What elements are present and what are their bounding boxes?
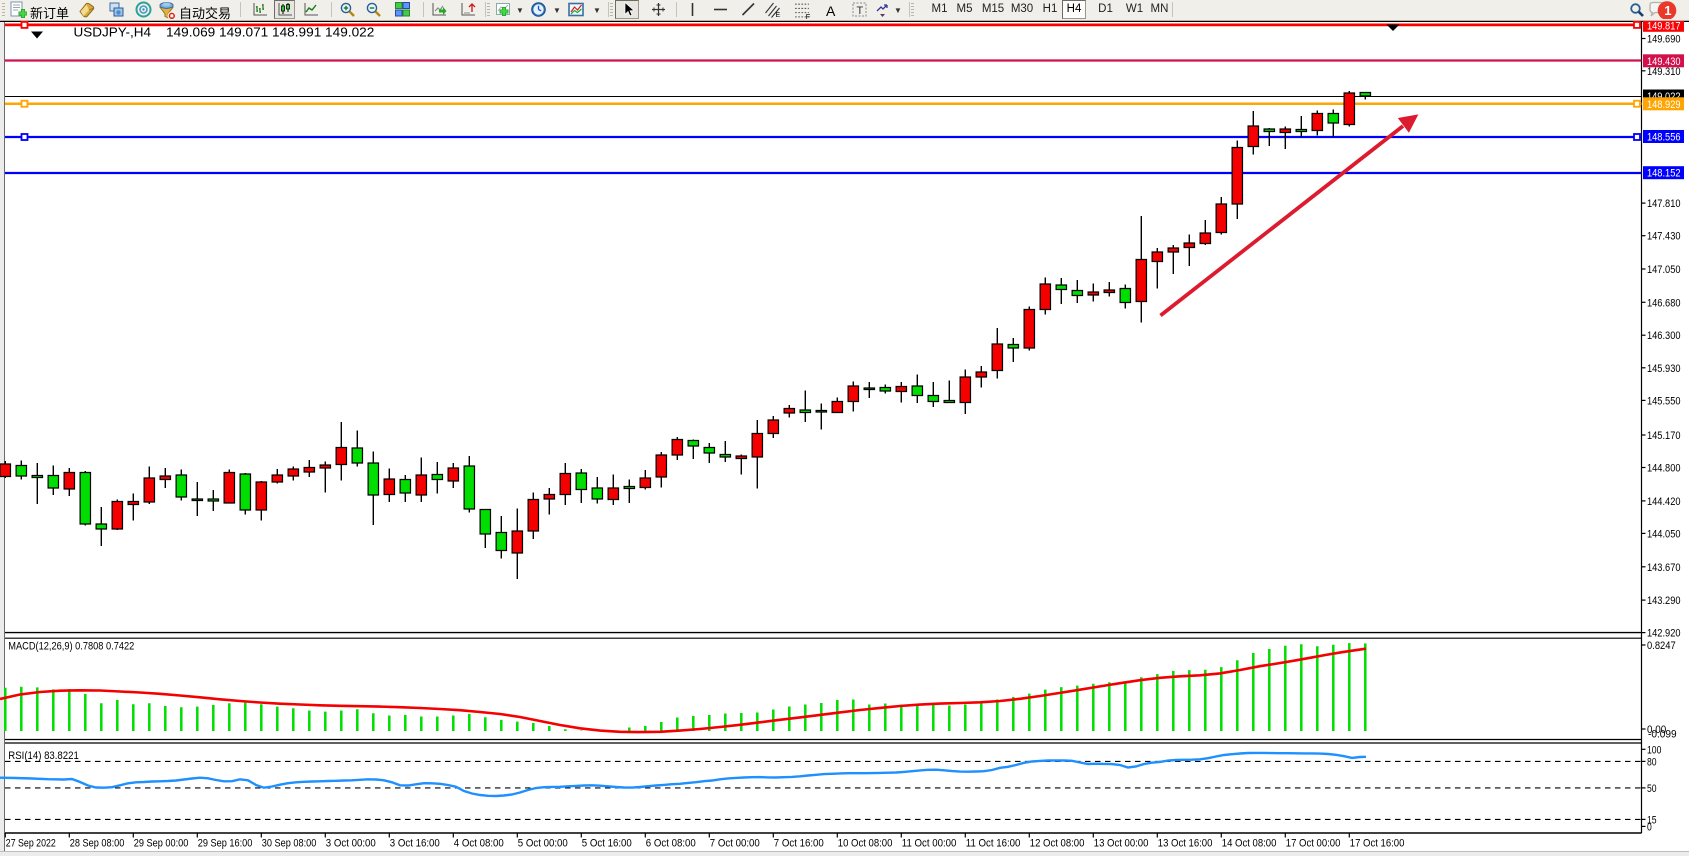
- svg-text:147.430: 147.430: [1647, 231, 1681, 243]
- svg-text:1: 1: [1664, 3, 1671, 18]
- svg-text:11 Oct 00:00: 11 Oct 00:00: [902, 837, 957, 849]
- svg-text:17 Oct 00:00: 17 Oct 00:00: [1286, 837, 1341, 849]
- svg-text:7 Oct 16:00: 7 Oct 16:00: [774, 837, 824, 849]
- svg-text:5 Oct 00:00: 5 Oct 00:00: [518, 837, 568, 849]
- svg-text:29 Sep 00:00: 29 Sep 00:00: [134, 837, 189, 849]
- svg-text:11 Oct 16:00: 11 Oct 16:00: [966, 837, 1021, 849]
- svg-text:146.300: 146.300: [1647, 330, 1681, 342]
- svg-text:144.050: 144.050: [1647, 528, 1681, 540]
- svg-text:12 Oct 08:00: 12 Oct 08:00: [1030, 837, 1085, 849]
- svg-text:50: 50: [1647, 783, 1657, 795]
- svg-text:RSI(14) 83.8221: RSI(14) 83.8221: [8, 750, 79, 762]
- svg-text:149.430: 149.430: [1647, 56, 1681, 68]
- svg-text:147.050: 147.050: [1647, 264, 1681, 276]
- svg-text:145.550: 145.550: [1647, 395, 1681, 407]
- svg-text:F: F: [806, 12, 811, 19]
- svg-text:144.420: 144.420: [1647, 496, 1681, 508]
- svg-text:28 Sep 08:00: 28 Sep 08:00: [70, 837, 125, 849]
- svg-text:0: 0: [1647, 821, 1652, 833]
- svg-text:29 Sep 16:00: 29 Sep 16:00: [198, 837, 253, 849]
- svg-text:15: 15: [1647, 814, 1657, 826]
- svg-text:100: 100: [1647, 744, 1661, 756]
- svg-text:146.680: 146.680: [1647, 297, 1681, 309]
- svg-text:E: E: [776, 12, 781, 18]
- svg-text:149.690: 149.690: [1647, 34, 1681, 46]
- svg-text:4 Oct 08:00: 4 Oct 08:00: [454, 837, 504, 849]
- svg-text:17 Oct 16:00: 17 Oct 16:00: [1350, 837, 1405, 849]
- svg-text:144.800: 144.800: [1647, 463, 1681, 475]
- svg-text:USDJPY-,H4: USDJPY-,H4: [74, 24, 152, 39]
- svg-text:143.670: 143.670: [1647, 562, 1681, 574]
- svg-text:145.930: 145.930: [1647, 363, 1681, 375]
- svg-text:14 Oct 08:00: 14 Oct 08:00: [1222, 837, 1277, 849]
- svg-text:3 Oct 00:00: 3 Oct 00:00: [326, 837, 376, 849]
- svg-text:-0.099: -0.099: [1648, 729, 1677, 741]
- svg-text:3 Oct 16:00: 3 Oct 16:00: [390, 837, 440, 849]
- svg-text:5 Oct 16:00: 5 Oct 16:00: [582, 837, 632, 849]
- svg-text:T: T: [857, 5, 864, 17]
- svg-text:27 Sep 2022: 27 Sep 2022: [6, 837, 56, 849]
- svg-text:7 Oct 00:00: 7 Oct 00:00: [710, 837, 760, 849]
- svg-text:148.152: 148.152: [1647, 168, 1681, 180]
- svg-text:80: 80: [1647, 756, 1657, 768]
- svg-text:13 Oct 00:00: 13 Oct 00:00: [1094, 837, 1149, 849]
- svg-text:6 Oct 08:00: 6 Oct 08:00: [646, 837, 696, 849]
- svg-text:149.310: 149.310: [1647, 66, 1681, 78]
- svg-text:10 Oct 08:00: 10 Oct 08:00: [838, 837, 893, 849]
- svg-text:143.290: 143.290: [1647, 595, 1681, 607]
- svg-text:0.00: 0.00: [1647, 724, 1666, 736]
- svg-text:142.920: 142.920: [1647, 628, 1681, 640]
- svg-text:0.8247: 0.8247: [1647, 640, 1676, 652]
- svg-text:149.817: 149.817: [1647, 20, 1681, 32]
- svg-text:13 Oct 16:00: 13 Oct 16:00: [1158, 837, 1213, 849]
- svg-text:MACD(12,26,9) 0.7808 0.7422: MACD(12,26,9) 0.7808 0.7422: [8, 641, 134, 653]
- svg-text:149.069 149.071 148.991 149.02: 149.069 149.071 148.991 149.022: [166, 24, 374, 39]
- svg-text:30 Sep 08:00: 30 Sep 08:00: [262, 837, 317, 849]
- svg-text:148.556: 148.556: [1647, 132, 1681, 144]
- svg-text:145.170: 145.170: [1647, 430, 1681, 442]
- svg-text:147.810: 147.810: [1647, 198, 1681, 210]
- svg-text:148.929: 148.929: [1647, 99, 1681, 111]
